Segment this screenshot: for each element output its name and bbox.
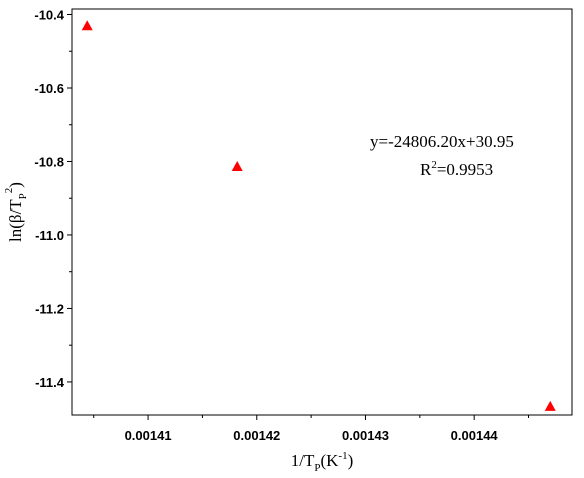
r-squared-base: R [420, 160, 432, 179]
x-axis: 0.00141 0.00142 0.00143 0.00144 [93, 415, 530, 443]
r-squared-sup: 2 [431, 159, 437, 171]
y-axis-title: ln(β/TP2) [3, 182, 29, 242]
plot-frame [71, 8, 573, 416]
y-tick-label: -10.8 [34, 154, 64, 169]
y-tick-label: -11.0 [35, 228, 64, 243]
x-axis-title: 1/TP(K-1) [291, 450, 354, 474]
equation-label: y=-24806.20x+30.95 [370, 132, 514, 151]
r-squared-value: =0.9953 [437, 160, 493, 179]
data-point [544, 400, 556, 411]
data-point [81, 20, 93, 31]
x-tick-label: 0.00142 [233, 428, 280, 443]
y-axis-title-close: ) [6, 182, 25, 188]
y-tick-label: -10.4 [34, 8, 64, 23]
x-tick-label: 0.00144 [451, 428, 499, 443]
x-tick-label: 0.00141 [125, 428, 172, 443]
data-point [231, 160, 243, 171]
y-tick-label: -10.6 [34, 81, 64, 96]
y-tick-label: -11.4 [35, 375, 65, 390]
x-axis-title-base: 1/T [291, 451, 315, 470]
y-axis-title-base: ln(β/T [6, 199, 25, 242]
x-axis-title-unit-sup: -1 [338, 450, 347, 462]
y-axis: -10.4 -10.6 -10.8 -11.0 -11.2 -11.4 [34, 8, 72, 390]
data-points [81, 20, 556, 411]
x-axis-title-unit-close: ) [348, 451, 354, 470]
x-axis-title-sub: P [314, 462, 320, 474]
r-squared-label: R2=0.9953 [420, 159, 493, 179]
y-axis-title-sup: 2 [3, 188, 15, 194]
x-axis-title-unit: (K [320, 451, 339, 470]
y-axis-title-sub: P [17, 193, 29, 199]
y-tick-label: -11.2 [35, 301, 64, 316]
x-tick-label: 0.00143 [342, 428, 389, 443]
